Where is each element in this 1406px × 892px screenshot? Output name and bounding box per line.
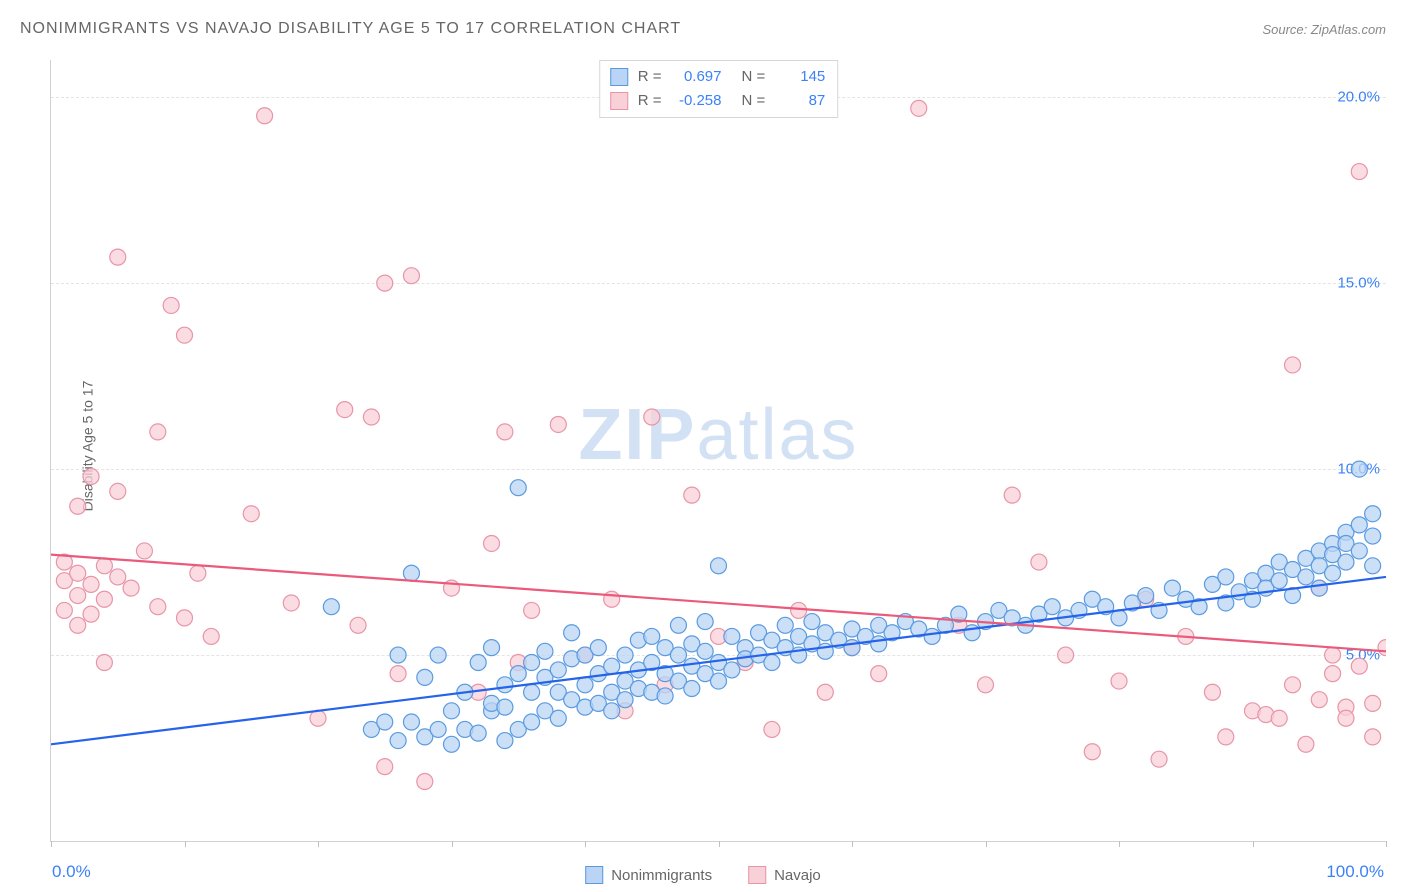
- r-label: R =: [638, 65, 662, 89]
- series-swatch-icon: [585, 866, 603, 884]
- scatter-svg: [51, 60, 1386, 841]
- n-label: N =: [742, 65, 766, 89]
- legend-item: Navajo: [748, 866, 821, 884]
- legend: Nonimmigrants Navajo: [585, 866, 821, 884]
- n-label: N =: [742, 89, 766, 113]
- x-axis-max-label: 100.0%: [1326, 862, 1384, 882]
- n-value: 145: [775, 65, 825, 89]
- stats-row: R = -0.258 N = 87: [610, 89, 826, 113]
- r-value: -0.258: [672, 89, 722, 113]
- chart-plot-area: ZIPatlas R = 0.697 N = 145 R = -0.258 N …: [50, 60, 1386, 842]
- legend-label: Navajo: [774, 867, 821, 884]
- series-swatch-icon: [610, 68, 628, 86]
- series-swatch-icon: [748, 866, 766, 884]
- r-value: 0.697: [672, 65, 722, 89]
- chart-title: NONIMMIGRANTS VS NAVAJO DISABILITY AGE 5…: [20, 20, 681, 38]
- x-axis-min-label: 0.0%: [52, 862, 91, 882]
- legend-label: Nonimmigrants: [611, 867, 712, 884]
- n-value: 87: [775, 89, 825, 113]
- stats-row: R = 0.697 N = 145: [610, 65, 826, 89]
- series-swatch-icon: [610, 92, 628, 110]
- r-label: R =: [638, 89, 662, 113]
- source-attribution: Source: ZipAtlas.com: [1262, 22, 1386, 37]
- correlation-stats-box: R = 0.697 N = 145 R = -0.258 N = 87: [599, 60, 839, 118]
- legend-item: Nonimmigrants: [585, 866, 712, 884]
